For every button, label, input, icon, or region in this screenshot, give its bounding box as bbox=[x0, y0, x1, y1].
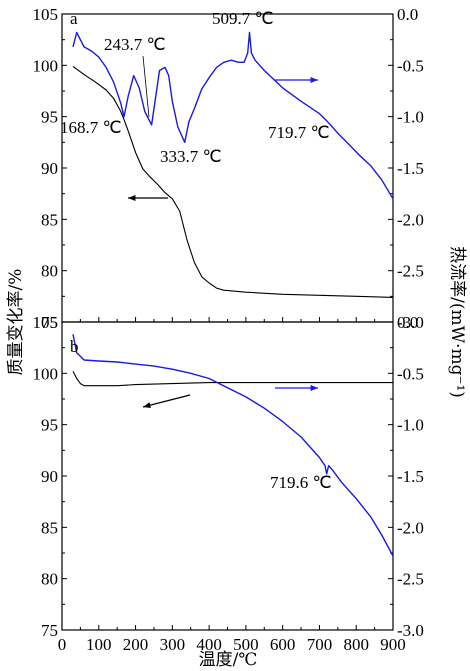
tg-mass-curve bbox=[72, 371, 393, 387]
left-y-tick-label: 85 bbox=[41, 518, 58, 537]
left-y-tick-label: 90 bbox=[41, 159, 58, 178]
right-y-tick-label: -3.0 bbox=[397, 621, 424, 640]
peak-annotation: 168.7 ℃ bbox=[60, 118, 122, 137]
panel-frame bbox=[61, 321, 394, 631]
right-y-tick-label: -2.0 bbox=[397, 518, 424, 537]
right-y-tick-label: -2.5 bbox=[397, 262, 424, 281]
peak-annotation: 243.7 ℃ bbox=[104, 35, 166, 54]
left-y-tick-label: 95 bbox=[41, 416, 58, 435]
x-tick-label: 300 bbox=[160, 635, 186, 654]
x-axis-title: 温度/℃ bbox=[199, 650, 258, 670]
panel-letter: b bbox=[70, 337, 79, 356]
tg-mass-curve bbox=[72, 65, 394, 298]
left-y-tick-label: 80 bbox=[41, 570, 58, 589]
x-tick-label: 100 bbox=[86, 635, 112, 654]
right-y-tick-label: 0.0 bbox=[397, 5, 418, 24]
panel-frame bbox=[61, 13, 394, 323]
x-tick-label: 0 bbox=[58, 635, 67, 654]
peak-annotation: 509.7 ℃ bbox=[212, 9, 274, 28]
left-y-tick-label: 100 bbox=[33, 56, 59, 75]
dsc-heat-flow-curve bbox=[72, 334, 394, 557]
annotation-leader-line bbox=[142, 55, 150, 118]
axis-indicator-arrow bbox=[142, 394, 191, 408]
left-y-tick-label: 75 bbox=[41, 313, 58, 332]
right-y-tick-label: -0.5 bbox=[397, 56, 424, 75]
peak-annotation: 719.7 ℃ bbox=[268, 123, 330, 142]
right-y-tick-label: -1.0 bbox=[397, 416, 424, 435]
x-tick-label: 900 bbox=[380, 635, 406, 654]
left-y-tick-label: 80 bbox=[41, 262, 58, 281]
right-y-tick-label: 0.0 bbox=[397, 313, 418, 332]
x-tick-label: 400 bbox=[196, 635, 222, 654]
right-y-tick-label: -2.5 bbox=[397, 570, 424, 589]
arrowhead bbox=[310, 77, 318, 83]
panel-b-chart: 105 100 95 90 85 80 75 0.0 -0.5 -1.0 -1.5 -2.0 -2.5 -… bbox=[33, 313, 424, 654]
right-y-axis-title: 热流率/(mW·mg⁻¹) bbox=[447, 246, 467, 398]
right-y-tick-label: -1.5 bbox=[397, 467, 424, 486]
right-y-tick-label: -2.0 bbox=[397, 210, 424, 229]
left-y-axis-title: 质量变化率/% bbox=[6, 269, 26, 376]
arrowhead bbox=[143, 402, 151, 409]
left-y-tick-label: 100 bbox=[33, 364, 59, 383]
panel-letter: a bbox=[70, 9, 78, 28]
right-y-tick-label: -0.5 bbox=[397, 364, 424, 383]
left-y-tick-label: 90 bbox=[41, 467, 58, 486]
x-tick-label: 200 bbox=[123, 635, 149, 654]
arrowhead bbox=[128, 195, 136, 201]
right-y-tick-label: -3.0 bbox=[397, 313, 424, 332]
left-y-tick-label: 75 bbox=[41, 621, 58, 640]
arrowhead bbox=[310, 385, 318, 391]
peak-annotation: 719.6 ℃ bbox=[270, 473, 332, 492]
left-y-tick-label: 95 bbox=[41, 108, 58, 127]
x-tick-label: 600 bbox=[270, 635, 296, 654]
panel-a-chart: 105 100 95 90 85 80 75 0.0 -0.5 -1.0 -1.5 -2.0 -2.5 -… bbox=[33, 5, 424, 332]
right-y-tick-label: -1.5 bbox=[397, 159, 424, 178]
peak-annotation: 333.7 ℃ bbox=[160, 147, 222, 166]
left-y-tick-label: 105 bbox=[33, 5, 59, 24]
x-tick-label: 800 bbox=[343, 635, 369, 654]
right-y-tick-label: -1.0 bbox=[397, 108, 424, 127]
left-y-tick-label: 105 bbox=[33, 313, 59, 332]
dsc-heat-flow-curve bbox=[72, 31, 394, 200]
x-tick-label: 500 bbox=[233, 635, 259, 654]
left-y-tick-label: 85 bbox=[41, 210, 58, 229]
x-tick-label: 700 bbox=[307, 635, 333, 654]
